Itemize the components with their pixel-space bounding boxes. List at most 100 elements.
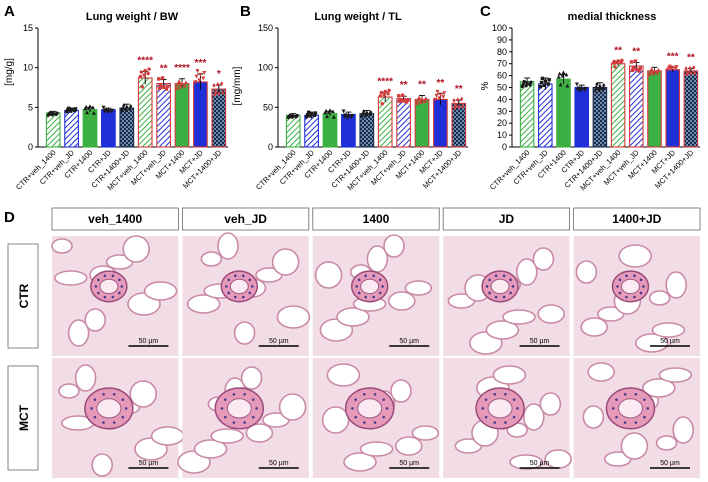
y-tick-label: 10	[497, 130, 507, 140]
data-point	[416, 98, 421, 103]
alveolus	[658, 367, 693, 383]
nucleus	[639, 278, 643, 282]
data-point	[457, 104, 461, 110]
alveolus	[648, 290, 671, 306]
vessel-lumen	[360, 278, 380, 295]
data-point	[565, 83, 570, 88]
alveolus	[200, 251, 223, 267]
alveolus	[245, 423, 274, 443]
y-tick-label: 40	[497, 94, 507, 104]
data-point	[341, 109, 346, 114]
nucleus	[382, 398, 385, 401]
y-tick-label: 50	[263, 102, 273, 112]
nucleus	[363, 421, 366, 424]
y-tick-label: 0	[28, 142, 33, 152]
nucleus	[364, 295, 367, 299]
alveolus	[383, 234, 405, 258]
significance-label: ****	[137, 56, 153, 67]
nucleus	[372, 274, 375, 278]
alveolus	[193, 439, 228, 459]
data-point	[161, 85, 166, 89]
nucleus	[90, 407, 93, 410]
scale-bar-label: 50 µm	[660, 460, 680, 467]
nucleus	[225, 285, 228, 288]
data-point	[583, 86, 588, 91]
nucleus	[97, 291, 100, 295]
alveolus	[210, 428, 244, 444]
alveolus	[537, 304, 566, 324]
alveolus	[665, 271, 688, 299]
nucleus	[634, 421, 638, 424]
data-point	[346, 114, 351, 119]
column-header: JD	[499, 212, 515, 226]
nucleus	[112, 421, 116, 424]
alveolus	[641, 378, 676, 398]
alveolus	[271, 248, 300, 276]
column-header-box	[51, 207, 179, 231]
data-point	[379, 90, 384, 95]
data-point	[574, 82, 579, 87]
chart-a: 051015CTR+veh_1400CTR+veh_JDCTR+1400CTR+…	[14, 23, 228, 192]
data-point	[693, 70, 697, 76]
data-point	[55, 111, 59, 115]
y-tick-label: 100	[492, 23, 507, 33]
histology-image: 50 µm	[182, 232, 311, 356]
row-header-box	[7, 365, 39, 471]
data-point	[540, 76, 545, 81]
vessel-lumen	[620, 278, 640, 295]
bar	[101, 109, 116, 148]
data-point	[593, 88, 597, 94]
significance-label: **	[160, 64, 168, 75]
alveolus	[515, 258, 538, 286]
nucleus	[494, 295, 498, 299]
bar	[451, 102, 467, 148]
data-point	[201, 76, 206, 81]
data-point	[220, 90, 225, 95]
vessel-lumen	[487, 398, 513, 419]
data-point	[88, 104, 92, 109]
alveolus	[634, 333, 669, 353]
alveolus	[394, 436, 423, 456]
data-point	[305, 115, 309, 119]
data-point	[692, 65, 696, 70]
column-header: veh_1400	[88, 212, 142, 226]
data-point	[538, 85, 543, 89]
nucleus	[639, 291, 643, 295]
vessel-lumen	[357, 398, 383, 419]
bar	[396, 98, 411, 148]
nucleus	[243, 392, 246, 396]
data-point	[324, 108, 329, 113]
alveolus	[122, 235, 150, 263]
vessel-lumen	[99, 278, 119, 295]
nucleus	[494, 274, 498, 278]
nucleus	[512, 415, 516, 419]
bar	[193, 81, 208, 148]
bar	[119, 107, 135, 148]
data-point	[543, 79, 547, 83]
data-point	[103, 108, 108, 113]
nucleus	[241, 274, 245, 278]
data-point	[398, 98, 403, 102]
nucleus	[488, 291, 491, 295]
alveolus	[143, 281, 178, 301]
nucleus	[502, 274, 506, 278]
data-point	[362, 109, 366, 114]
bar	[665, 69, 680, 148]
data-point	[140, 85, 144, 89]
alveolus	[343, 452, 377, 472]
nucleus	[124, 407, 128, 410]
data-point	[220, 81, 224, 86]
y-tick-label: 0	[502, 142, 507, 152]
data-point	[405, 98, 410, 102]
data-point	[360, 113, 364, 119]
alveolus	[54, 270, 88, 286]
data-point	[420, 97, 424, 102]
nucleus	[509, 278, 512, 282]
y-tick-label: 5	[28, 102, 33, 112]
nucleus	[516, 407, 519, 410]
data-point	[647, 72, 652, 76]
column-header: 1400	[363, 212, 390, 226]
alveolus	[91, 453, 113, 477]
column-header: veh_JD	[224, 212, 267, 226]
nucleus	[363, 392, 366, 396]
